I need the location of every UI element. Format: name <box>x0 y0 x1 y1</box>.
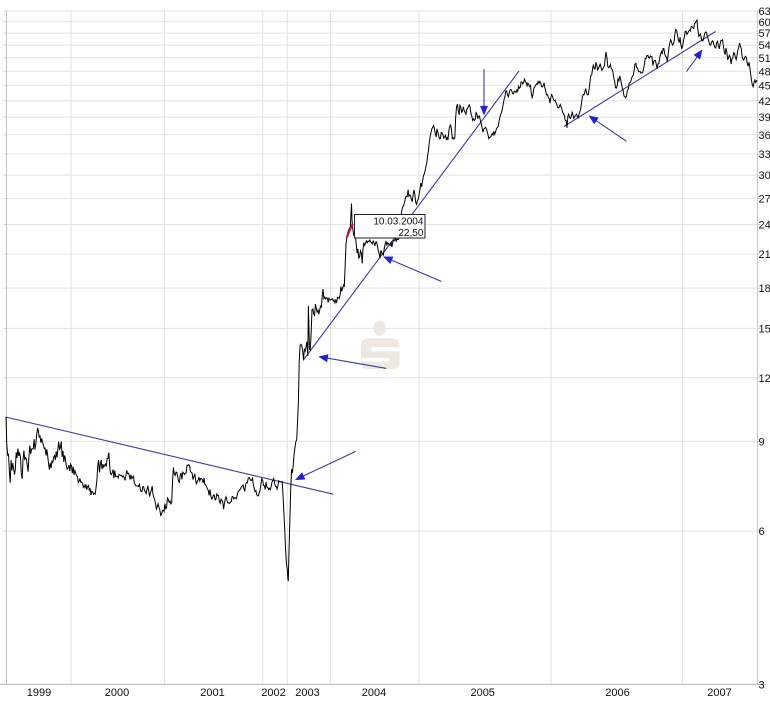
svg-text:12: 12 <box>759 373 770 385</box>
svg-text:18: 18 <box>759 283 770 295</box>
svg-text:2001: 2001 <box>200 687 224 699</box>
svg-text:15: 15 <box>759 324 770 336</box>
svg-text:36: 36 <box>759 130 770 142</box>
svg-text:54: 54 <box>759 40 770 52</box>
svg-text:22,50: 22,50 <box>398 228 423 239</box>
svg-text:1999: 1999 <box>27 687 51 699</box>
svg-text:2000: 2000 <box>105 687 129 699</box>
svg-text:39: 39 <box>759 112 770 124</box>
svg-text:2005: 2005 <box>470 687 494 699</box>
svg-text:3: 3 <box>759 680 765 692</box>
svg-text:9: 9 <box>759 437 765 449</box>
svg-text:2002: 2002 <box>261 687 285 699</box>
svg-text:21: 21 <box>759 249 770 261</box>
svg-text:63: 63 <box>759 6 770 18</box>
svg-text:27: 27 <box>759 194 770 206</box>
svg-text:10.03.2004: 10.03.2004 <box>373 217 423 228</box>
svg-text:2006: 2006 <box>605 687 629 699</box>
svg-text:42: 42 <box>759 96 770 108</box>
svg-text:30: 30 <box>759 170 770 182</box>
svg-text:2007: 2007 <box>707 687 731 699</box>
svg-text:60: 60 <box>759 17 770 29</box>
svg-text:33: 33 <box>759 149 770 161</box>
svg-text:51: 51 <box>759 53 770 65</box>
svg-text:24: 24 <box>759 220 770 232</box>
svg-text:57: 57 <box>759 28 770 40</box>
svg-text:6: 6 <box>759 526 765 538</box>
svg-text:45: 45 <box>759 81 770 93</box>
svg-text:2004: 2004 <box>362 687 386 699</box>
svg-text:2003: 2003 <box>295 687 319 699</box>
svg-text:48: 48 <box>759 66 770 78</box>
